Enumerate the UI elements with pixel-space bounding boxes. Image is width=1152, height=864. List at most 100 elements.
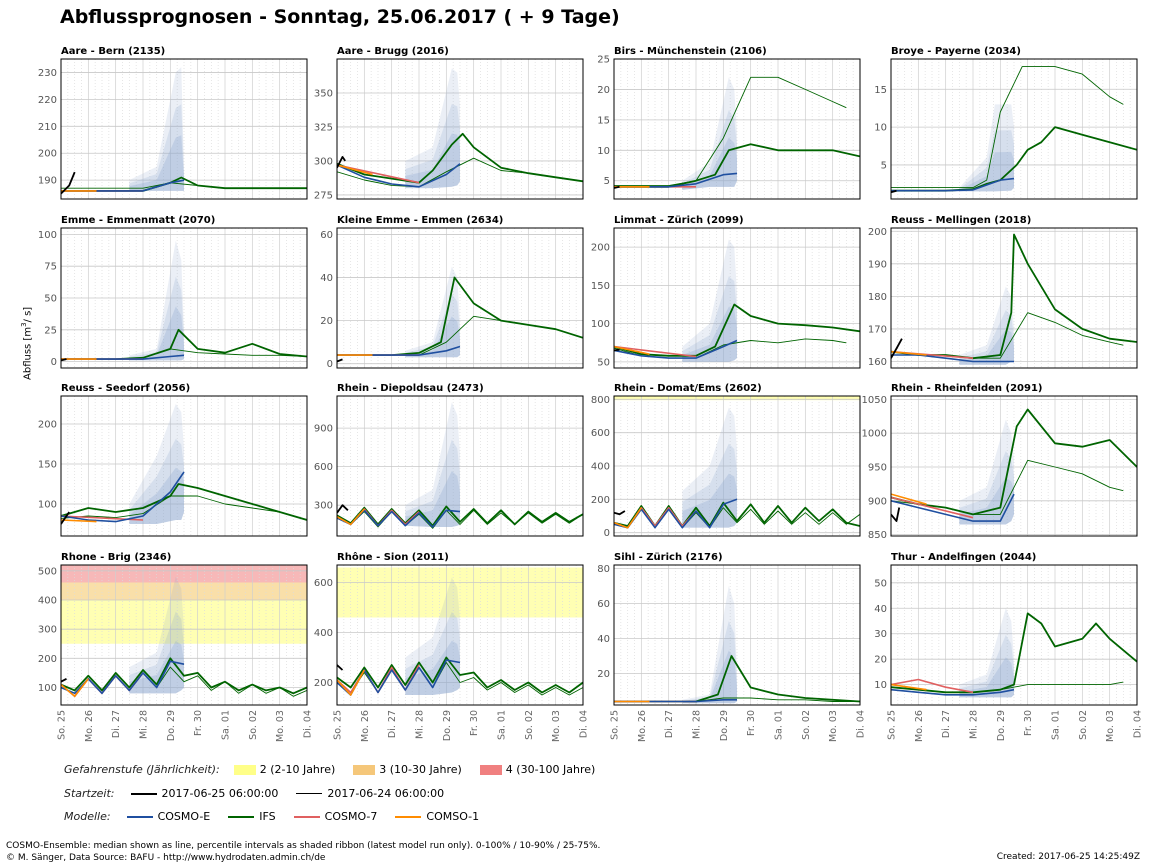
observed-line <box>614 510 626 516</box>
panel-3: 5 10 15 20 25 Birs - Münchenstein (2106) <box>597 46 861 200</box>
panel-plot-area <box>337 228 583 368</box>
x-tick-label: Do. 29 <box>442 710 453 741</box>
panel-plot-area <box>891 59 1137 199</box>
y-tick-label: 800 <box>591 395 610 406</box>
panel-8: 160 170 180 190 200 Reuss - Mellingen (2018) <box>868 215 1138 369</box>
observed-line <box>337 504 349 514</box>
ensemble-ribbon-0 <box>959 419 1014 525</box>
cosmo1-line <box>891 493 927 505</box>
y-tick-label: 220 <box>38 95 57 106</box>
panel-14: 200 400 600 Rhône - Sion (2011) So. 25 Mo. 26… <box>314 551 590 742</box>
panel-plot-area <box>891 228 1137 368</box>
legend-startzeit-title: Startzeit: <box>64 787 115 800</box>
cosmo1-line <box>891 350 927 356</box>
y-tick-label: 180 <box>868 292 887 303</box>
ensemble-ribbon-1 <box>405 293 460 358</box>
y-tick-label: 5 <box>604 176 610 187</box>
panel-plot-area <box>61 59 307 199</box>
x-tick-label: Mo. 26 <box>84 710 95 742</box>
line-comso-1 <box>395 815 422 818</box>
cosmo7-line <box>891 678 974 694</box>
panel-frame <box>60 395 308 537</box>
cosmo1-line <box>337 669 366 696</box>
cosmo7-line <box>614 345 697 358</box>
panel-plot-area <box>891 396 1137 536</box>
x-tick-label: Mo. 26 <box>914 710 925 742</box>
panel-title: Rhône - Sion (2011) <box>337 551 449 563</box>
x-tick-label: Di. 27 <box>941 710 952 738</box>
y-tick-label: 950 <box>868 463 887 474</box>
y-tick-label: 80 <box>597 564 610 575</box>
panel-title: Rhein - Domat/Ems (2602) <box>614 383 762 394</box>
cosmo-e-line <box>61 471 185 523</box>
y-tick-label: 150 <box>38 460 57 471</box>
panel-frame <box>60 58 308 200</box>
y-tick-label: 20 <box>597 85 610 96</box>
x-tick-label: Di. 04 <box>1133 710 1144 738</box>
legend-model-label-ifs: IFS <box>259 810 276 823</box>
ensemble-ribbon-1 <box>405 612 460 695</box>
x-tick-label: Mi. 28 <box>139 710 150 739</box>
panel-frame <box>613 564 861 706</box>
y-tick-label: 20 <box>320 316 333 327</box>
panel-frame <box>613 58 861 200</box>
y-tick-label: 230 <box>38 68 57 79</box>
ensemble-ribbon-1 <box>682 276 737 362</box>
ensemble-ribbon-2 <box>405 316 460 358</box>
y-tick-label: 190 <box>38 176 57 187</box>
x-tick-label: Di. 27 <box>387 710 398 738</box>
panel-title: Reuss - Seedorf (2056) <box>61 383 190 394</box>
x-tick-label: So. 25 <box>887 710 898 740</box>
panel-16: 10 20 30 40 50 Thur - Andelfingen (2044) So. 2… <box>874 552 1143 742</box>
panel-title: Limmat - Zürich (2099) <box>614 215 744 226</box>
legend-model-label-cosmo-e: COSMO-E <box>157 810 211 823</box>
ensemble-ribbon-2 <box>682 650 737 704</box>
cosmo7-line <box>891 496 974 519</box>
y-tick-label: 75 <box>44 262 57 273</box>
legend-model-label-comso-1: COMSO-1 <box>426 810 480 823</box>
panel-frame <box>60 564 308 706</box>
cosmo-e-line <box>61 660 185 695</box>
observed-line <box>891 338 903 359</box>
y-tick-label: 325 <box>314 122 333 133</box>
legend-model-label-cosmo-7: COSMO-7 <box>324 810 378 823</box>
cosmo-e-line <box>891 354 1014 363</box>
panel-plot-area <box>61 396 307 536</box>
y-tick-label: 100 <box>38 230 57 241</box>
y-tick-label: 0 <box>604 528 610 539</box>
y-tick-label: 200 <box>38 420 57 431</box>
x-tick-label: Sa. 01 <box>497 710 508 740</box>
y-tick-label: 400 <box>314 628 333 639</box>
ensemble-ribbon-1 <box>129 104 184 191</box>
cosmo-e-line <box>614 339 738 359</box>
observed-line <box>614 348 620 352</box>
panel-4: 5 10 15 Broye - Payerne (2034) <box>874 46 1138 200</box>
panel-plot-area <box>891 565 1137 705</box>
observed-line <box>61 511 70 525</box>
panel-15: 20 40 60 80 Sihl - Zürich (2176) So. 25 Mo. 26… <box>597 552 866 742</box>
x-tick-label: Mo. 03 <box>828 710 839 742</box>
footer: COSMO-Ensemble: median shown as line, pe… <box>6 840 600 864</box>
y-tick-label: 40 <box>874 604 887 615</box>
ensemble-ribbon-0 <box>129 576 184 694</box>
ensemble-ribbon-2 <box>959 477 1014 525</box>
panel-title: Aare - Bern (2135) <box>61 46 165 57</box>
y-tick-label: 150 <box>591 281 610 292</box>
y-tick-label: 10 <box>597 146 610 157</box>
panel-10: 300 600 900 Rhein - Diepoldsau (2473) <box>314 383 584 537</box>
y-tick-label: 25 <box>44 325 57 336</box>
x-tick-label: Di. 27 <box>664 710 675 738</box>
cosmo1-line <box>61 519 97 523</box>
x-tick-label: Mo. 03 <box>275 710 286 742</box>
y-tick-label: 160 <box>868 357 887 368</box>
y-tick-label: 0 <box>327 359 333 370</box>
ifs-line <box>614 303 860 357</box>
y-tick-label: 200 <box>591 495 610 506</box>
legend-model-comso-1: COMSO-1 <box>391 810 479 823</box>
line-startzeit-latest <box>130 792 157 795</box>
ifs-previous-run-line <box>891 66 1124 189</box>
x-tick-label: Do. 29 <box>166 710 177 741</box>
y-tick-label: 40 <box>320 273 333 284</box>
y-tick-label: 300 <box>314 501 333 512</box>
